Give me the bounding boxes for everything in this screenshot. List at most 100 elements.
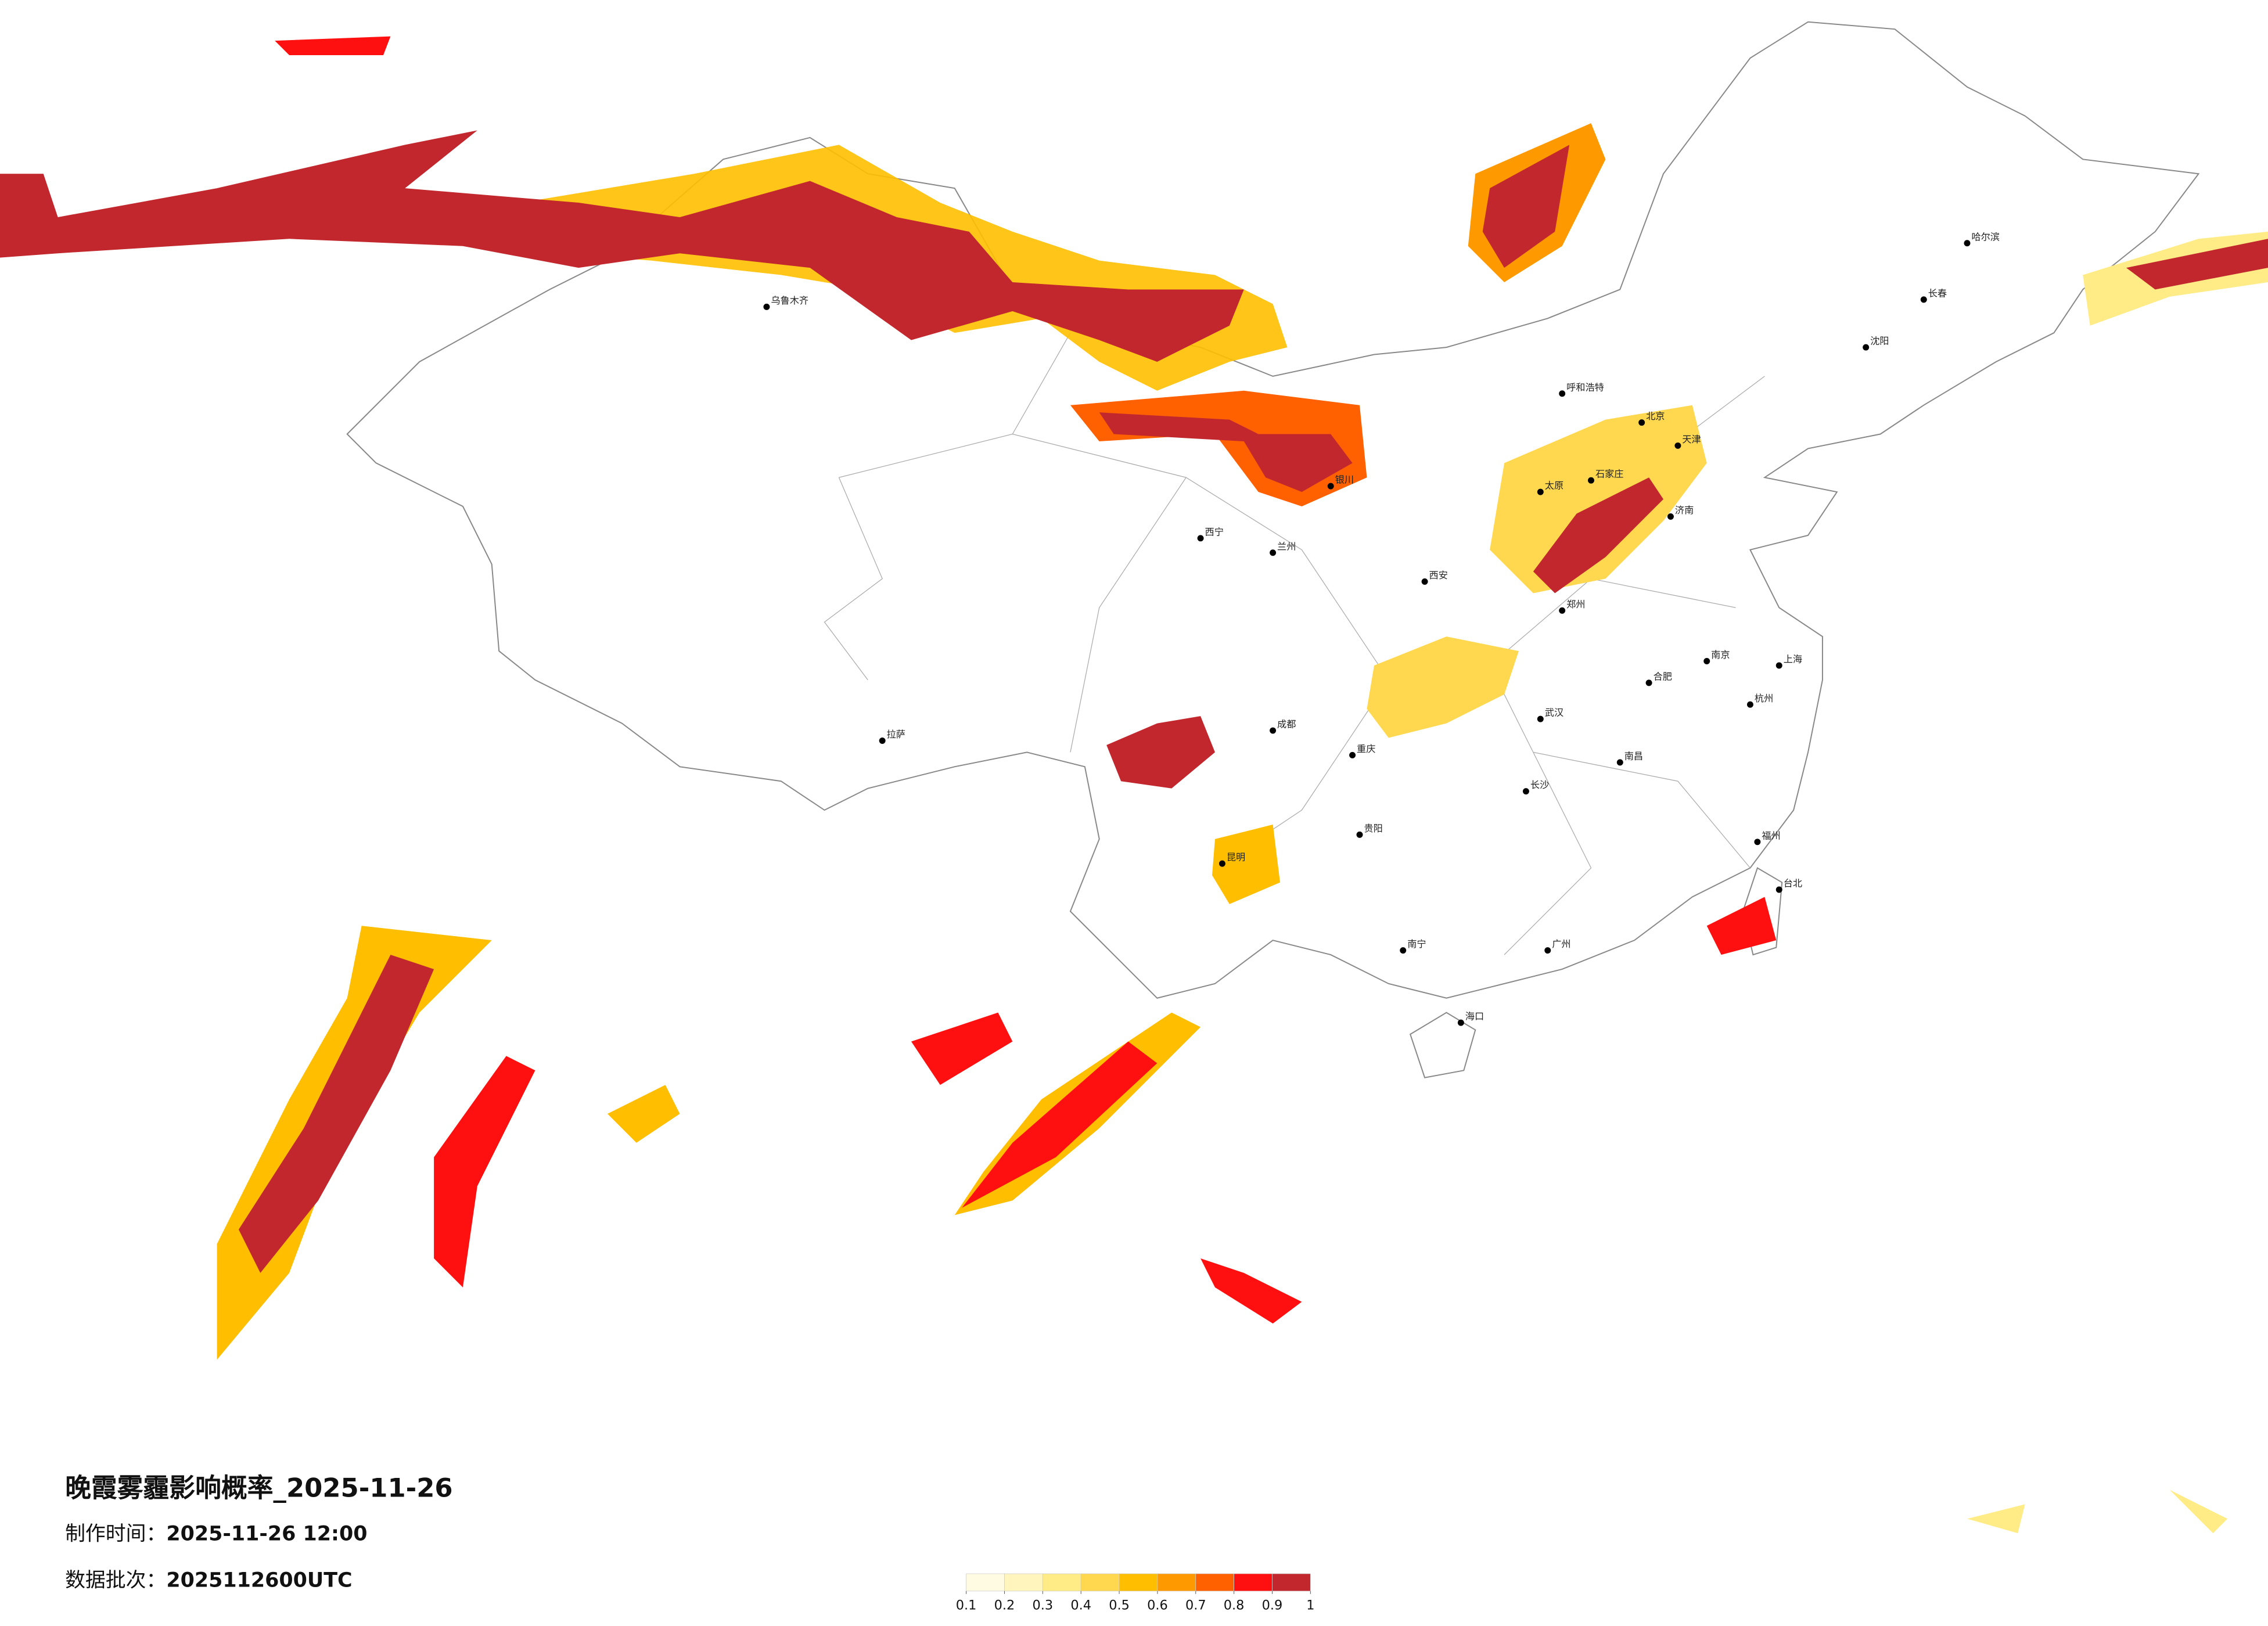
haze-area (217, 926, 492, 1360)
city-label: 贵阳 (1364, 823, 1382, 834)
colorbar-tick-label: 0.8 (1224, 1598, 1245, 1613)
city-dot (1349, 751, 1356, 758)
haze-area (275, 36, 391, 56)
city-label: 杭州 (1755, 693, 1773, 704)
city-label: 重庆 (1357, 743, 1375, 754)
city-dot (1219, 860, 1225, 867)
colorbar-tick-label: 0.4 (1070, 1598, 1091, 1613)
info-value: 2025112600UTC (166, 1569, 352, 1592)
colorbar-swatch (1234, 1573, 1273, 1592)
city-dot (1327, 483, 1334, 490)
haze-area (0, 130, 1244, 362)
city-label: 太原 (1545, 480, 1563, 491)
city-label: 长沙 (1530, 779, 1549, 790)
city-label: 海口 (1465, 1011, 1484, 1022)
colorbar: 0.1 0.2 0.3 0.4 0.5 0.6 0.7 0.8 0.9 1 (956, 1573, 1314, 1613)
city-label: 合肥 (1654, 671, 1672, 682)
city-dot (1421, 578, 1428, 585)
city-label: 西宁 (1205, 526, 1224, 537)
city-dot (1775, 886, 1782, 893)
city-label: 广州 (1552, 938, 1570, 949)
haze-area (1967, 1490, 2228, 1534)
colorbar-swatch (1042, 1573, 1081, 1592)
city-dot (1544, 947, 1551, 954)
city-label: 济南 (1675, 505, 1694, 516)
haze-area (1367, 636, 1519, 738)
colorbar-tick-label: 1 (1306, 1598, 1314, 1613)
haze-area (434, 1056, 535, 1287)
colorbar-tick-label: 0.2 (994, 1598, 1015, 1613)
haze-area (1482, 145, 1570, 268)
info-label: 制作时间： (65, 1523, 166, 1546)
city-label: 西安 (1429, 570, 1448, 581)
hainan (1409, 1012, 1476, 1078)
colorbar-swatch (1080, 1573, 1120, 1592)
city-label: 沈阳 (1870, 336, 1889, 347)
city-dot (1754, 839, 1761, 846)
colorbar-swatch (966, 1573, 1005, 1592)
colorbar-swatch (1272, 1573, 1311, 1592)
city-dot (1587, 477, 1594, 484)
city-label: 呼和浩特 (1566, 382, 1604, 393)
city-label: 拉萨 (887, 729, 905, 740)
city-label: 兰州 (1277, 541, 1296, 552)
city-label: 石家庄 (1595, 469, 1624, 480)
colorbar-tick-label: 0.9 (1262, 1598, 1283, 1613)
colorbar-swatch (1157, 1573, 1196, 1592)
city-dot (1270, 727, 1277, 734)
city-label: 郑州 (1566, 599, 1585, 610)
city-dot (1667, 513, 1674, 520)
haze-area (238, 955, 434, 1273)
city-dot (1746, 701, 1753, 708)
haze-area (2126, 239, 2268, 290)
city-dot (1522, 788, 1529, 795)
city-label: 长春 (1928, 287, 1947, 298)
city-dot (1775, 662, 1782, 669)
city-label: 台北 (1784, 878, 1802, 889)
haze-probability (0, 36, 2268, 1534)
city-dot (1537, 488, 1544, 495)
haze-area (607, 1085, 680, 1143)
city-dot (1616, 759, 1623, 766)
city-dot (1270, 549, 1277, 556)
city-dot (1638, 419, 1645, 426)
city-label: 福州 (1762, 830, 1780, 841)
city-label: 银川 (1335, 474, 1354, 485)
colorbar-tick-label: 0.7 (1185, 1598, 1206, 1613)
colorbar-tick-label: 0.5 (1109, 1598, 1130, 1613)
city-label: 上海 (1784, 654, 1802, 665)
city-label: 北京 (1646, 411, 1665, 422)
city-dot (1674, 442, 1681, 449)
haze-area (1099, 412, 1353, 492)
city-dot (1537, 715, 1544, 722)
colorbar-swatch (1195, 1573, 1234, 1592)
haze-area (911, 1012, 1013, 1085)
city-dot (1356, 831, 1363, 838)
city-label: 天津 (1682, 434, 1701, 445)
city-label: 乌鲁木齐 (771, 295, 808, 306)
colorbar-tick-label: 0.6 (1147, 1598, 1168, 1613)
city-label: 南宁 (1407, 938, 1426, 949)
city-dot (1559, 607, 1566, 614)
city-label: 昆明 (1227, 852, 1245, 863)
info-value: 2025-11-26 12:00 (166, 1523, 367, 1546)
colorbar-swatch (1004, 1573, 1043, 1592)
city-label: 南京 (1711, 649, 1730, 660)
haze-area (962, 1041, 1158, 1208)
haze-area (1490, 405, 1707, 593)
city-dot (879, 737, 886, 744)
map-title: 晚霞雾霾影响概率_2025-11-26 (65, 1473, 453, 1503)
info-line: 制作时间：2025-11-26 12:00 (65, 1523, 367, 1546)
city-dot (1863, 344, 1870, 351)
info-line: 数据批次：2025112600UTC (65, 1569, 353, 1592)
haze-area (1212, 824, 1281, 904)
city-dot (1703, 658, 1710, 664)
city-dot (1645, 679, 1652, 686)
city-dot (1400, 947, 1407, 954)
city-dot (1964, 240, 1971, 247)
colorbar-tick-label: 0.1 (956, 1598, 977, 1613)
haze-area (1201, 1258, 1302, 1324)
haze-area (1706, 897, 1777, 955)
city-dot (1457, 1019, 1464, 1026)
